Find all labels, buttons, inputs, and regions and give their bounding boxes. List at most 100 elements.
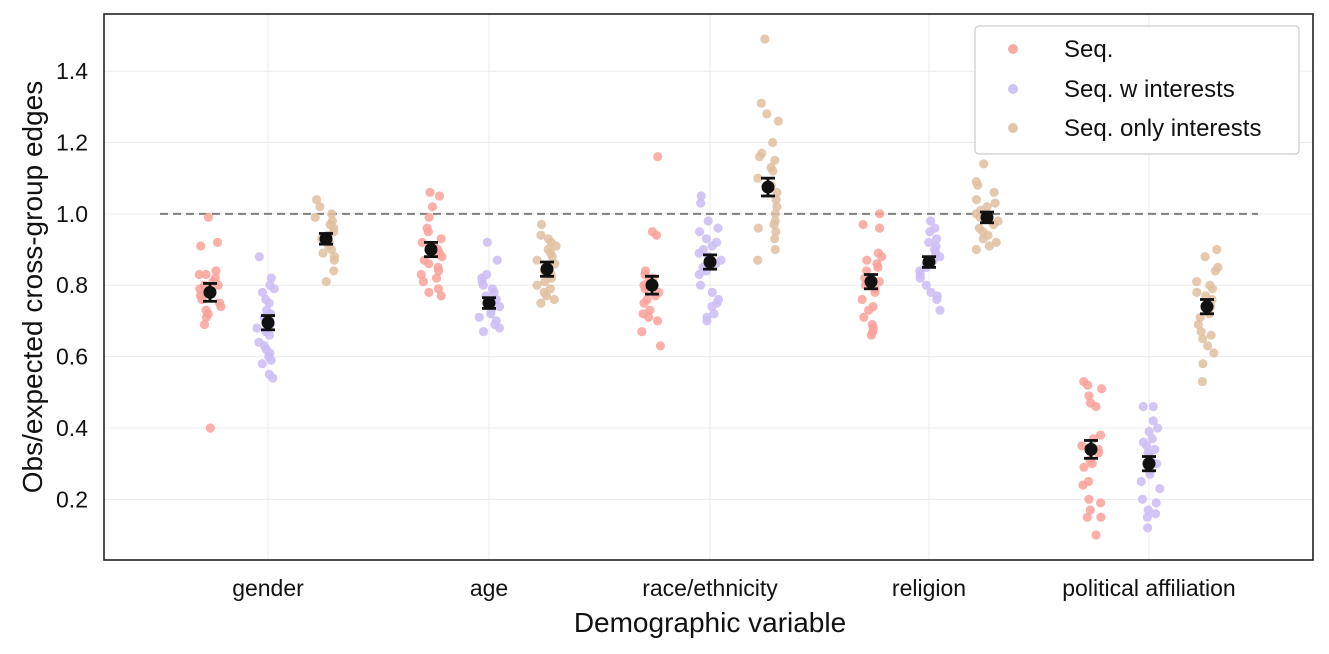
- data-point: [769, 219, 779, 230]
- y-tick-label: 1.4: [56, 58, 88, 84]
- data-point: [196, 241, 206, 251]
- data-point: [1148, 416, 1158, 426]
- data-point: [203, 212, 213, 222]
- data-point: [482, 237, 492, 247]
- data-point: [770, 244, 780, 255]
- data-point: [1155, 484, 1165, 494]
- data-point: [1200, 252, 1210, 262]
- data-point: [694, 248, 704, 258]
- data-point: [1096, 512, 1106, 522]
- data-point: [1148, 401, 1158, 412]
- data-point: [770, 155, 780, 165]
- data-point: [254, 252, 264, 262]
- data-point: [434, 266, 444, 276]
- data-point: [935, 305, 945, 315]
- legend-marker-seq-w-interests: [1008, 84, 1018, 94]
- data-point: [651, 230, 662, 240]
- data-point: [495, 302, 505, 312]
- legend-label-seq-only-interests: Seq. only interests: [1064, 115, 1261, 142]
- data-point: [696, 198, 706, 208]
- data-point: [926, 216, 936, 226]
- data-point: [329, 255, 339, 265]
- data-point: [1144, 426, 1154, 437]
- data-point: [707, 241, 717, 251]
- mean-marker: [1142, 457, 1156, 471]
- data-point: [437, 252, 447, 262]
- y-tick-label: 0.2: [56, 486, 88, 512]
- mean-marker: [424, 243, 438, 257]
- data-point: [1203, 341, 1213, 351]
- data-point: [753, 255, 763, 265]
- x-tick-label: age: [470, 575, 508, 601]
- data-point: [971, 244, 981, 255]
- data-point: [770, 234, 780, 244]
- x-axis-ticks: gender age race/ethnicity religion political…: [232, 575, 1236, 601]
- data-point: [756, 98, 766, 108]
- data-point: [478, 280, 488, 290]
- data-point: [770, 209, 781, 219]
- data-point: [266, 273, 276, 283]
- data-point: [423, 227, 433, 237]
- data-point: [694, 269, 704, 280]
- data-point: [753, 173, 763, 183]
- data-point: [875, 223, 885, 233]
- data-point: [436, 291, 446, 301]
- mean-marker: [761, 180, 775, 194]
- data-point: [266, 355, 276, 365]
- y-tick-label: 0.4: [56, 415, 88, 441]
- data-point: [877, 252, 887, 262]
- legend-marker-seq: [1008, 44, 1018, 54]
- data-point: [768, 137, 778, 148]
- data-point: [268, 373, 278, 383]
- data-point: [862, 255, 872, 265]
- data-point: [532, 280, 542, 290]
- x-tick-label: political affiliation: [1062, 575, 1235, 601]
- data-point: [1206, 330, 1216, 340]
- data-point: [540, 277, 550, 287]
- data-point: [702, 316, 712, 326]
- mean-marker: [922, 255, 936, 269]
- data-point: [713, 223, 723, 233]
- data-point: [1151, 508, 1161, 519]
- data-point: [424, 259, 434, 269]
- data-point: [924, 237, 934, 247]
- mean-error-bars: [203, 176, 1214, 473]
- data-point: [1082, 512, 1092, 522]
- data-point: [639, 298, 649, 308]
- data-point: [932, 294, 942, 305]
- data-point: [989, 187, 999, 197]
- data-point: [321, 277, 331, 287]
- data-point: [424, 212, 434, 222]
- data-point: [637, 327, 647, 337]
- data-point: [1198, 359, 1208, 369]
- mean-marker: [645, 278, 659, 292]
- data-point: [252, 323, 262, 333]
- mean-marker: [203, 285, 217, 299]
- y-axis-label: Obs/expected cross-group edges: [17, 81, 48, 493]
- data-point: [984, 241, 994, 251]
- legend: Seq. Seq. w interests Seq. only interest…: [974, 25, 1300, 155]
- legend-marker-seq-only-interests: [1008, 123, 1018, 133]
- data-point: [979, 159, 989, 169]
- data-point: [753, 223, 763, 233]
- data-point: [1091, 530, 1101, 540]
- data-point: [990, 198, 1000, 208]
- data-point: [327, 209, 337, 219]
- data-point: [212, 237, 223, 247]
- mean-marker: [1200, 300, 1214, 314]
- data-point: [653, 316, 663, 326]
- data-point: [921, 280, 931, 290]
- data-point: [701, 234, 712, 244]
- legend-label-seq-w-interests: Seq. w interests: [1064, 76, 1235, 103]
- data-point: [418, 277, 428, 287]
- data-point: [494, 323, 505, 333]
- data-point: [417, 237, 427, 247]
- data-point: [703, 216, 713, 226]
- data-point: [492, 255, 502, 265]
- data-point: [424, 287, 434, 297]
- data-point: [201, 312, 212, 322]
- data-point: [264, 330, 275, 340]
- data-point: [216, 302, 226, 312]
- data-point: [873, 262, 883, 272]
- data-point: [536, 230, 546, 240]
